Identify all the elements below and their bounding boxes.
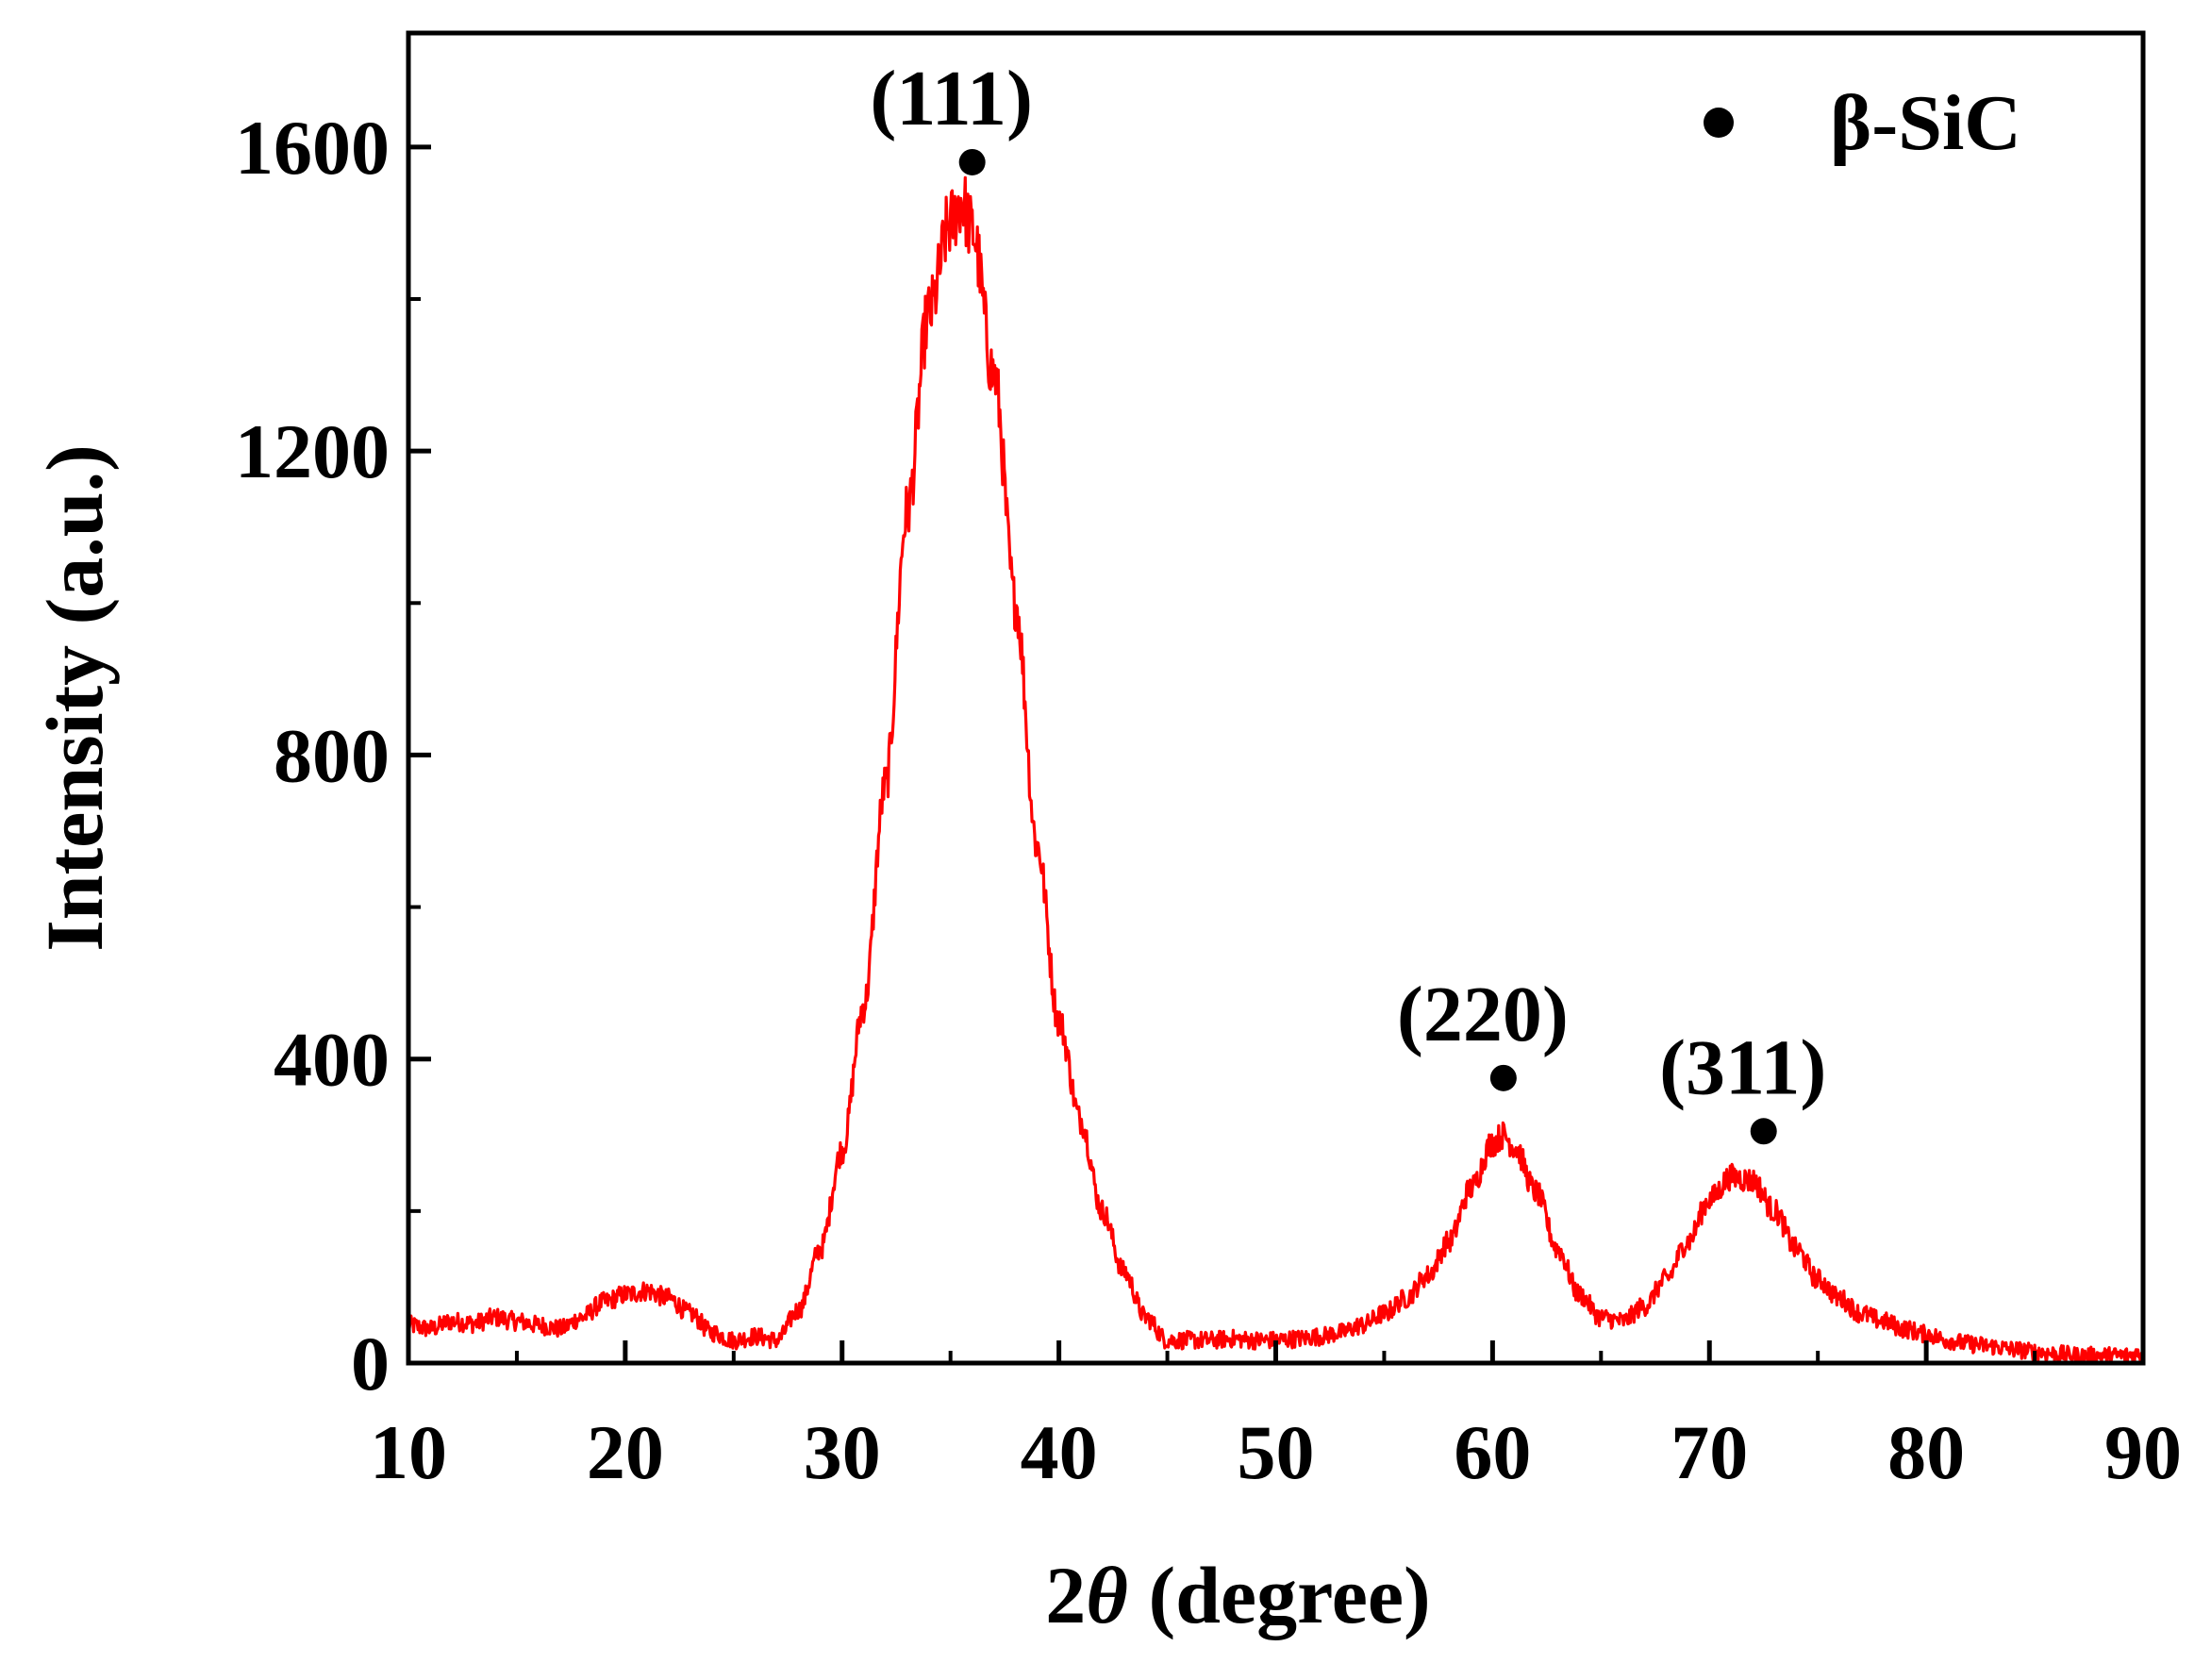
peak-marker-1 bbox=[1489, 1064, 1517, 1091]
legend-marker bbox=[1704, 108, 1734, 138]
x-tick-label-70: 70 bbox=[1671, 1409, 1748, 1495]
x-tick-label-60: 60 bbox=[1454, 1409, 1531, 1495]
plot-frame bbox=[406, 30, 2146, 1366]
x-axis-title: 2θ (degree) bbox=[1045, 1550, 1430, 1640]
x-tick-label-50: 50 bbox=[1238, 1409, 1315, 1495]
x-tick-label-80: 80 bbox=[1887, 1409, 1965, 1495]
xrd-pattern-line bbox=[407, 175, 2145, 1365]
y-tick-label-800: 800 bbox=[274, 712, 390, 798]
x-axis-title-symbol: θ bbox=[1086, 1550, 1128, 1640]
series-layer bbox=[407, 175, 2145, 1365]
peak-marker-0 bbox=[958, 148, 986, 175]
legend-label: β-SiC bbox=[1830, 79, 2021, 167]
x-tick-label-10: 10 bbox=[370, 1409, 447, 1495]
y-tick-label-1600: 1600 bbox=[235, 105, 390, 191]
peak-label-0: (111) bbox=[870, 55, 1033, 142]
tick-labels: 10 20 30 40 50 60 70 80 90 0 400 800 1200 1600 bbox=[235, 105, 2182, 1495]
peak-marker-2 bbox=[1750, 1118, 1777, 1145]
y-tick-label-400: 400 bbox=[274, 1017, 390, 1103]
y-tick-label-0: 0 bbox=[351, 1321, 390, 1406]
x-tick-label-40: 40 bbox=[1021, 1409, 1098, 1495]
y-axis-title: Intensity (a.u.) bbox=[29, 444, 120, 952]
x-axis-title-prefix: 2 bbox=[1045, 1550, 1086, 1640]
x-tick-label-30: 30 bbox=[804, 1409, 881, 1495]
legend: β-SiC bbox=[1704, 79, 2021, 167]
peak-label-1: (220) bbox=[1397, 971, 1569, 1058]
y-tick-label-1200: 1200 bbox=[235, 408, 390, 494]
peak-annotations: (111) (220) (311) bbox=[870, 55, 1826, 1145]
x-tick-label-20: 20 bbox=[587, 1409, 664, 1495]
x-axis-title-suffix: (degree) bbox=[1128, 1550, 1431, 1640]
peak-label-2: (311) bbox=[1659, 1023, 1826, 1111]
ticks bbox=[406, 144, 2146, 1366]
x-tick-label-90: 90 bbox=[2104, 1409, 2182, 1495]
